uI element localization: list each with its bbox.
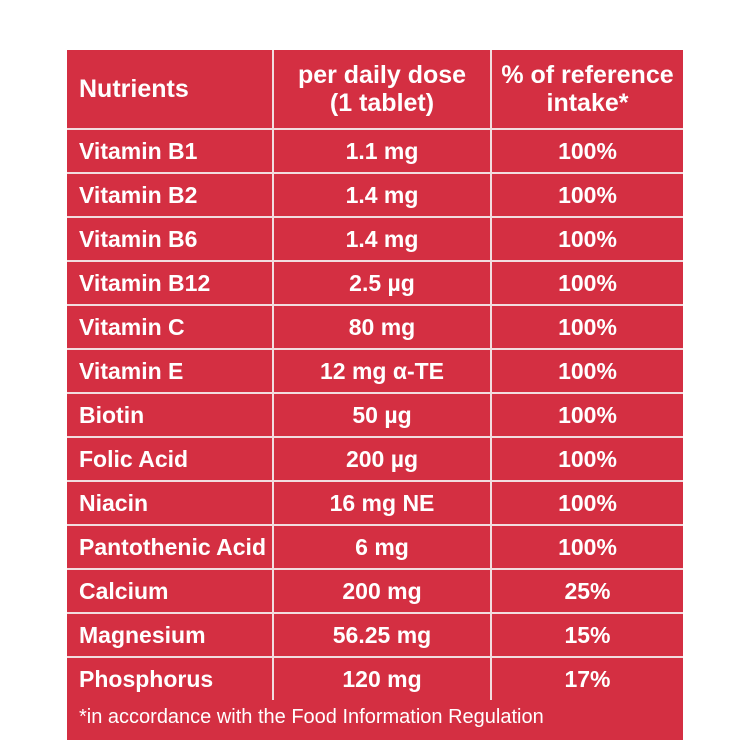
reference-intake-cell: 100%: [491, 129, 683, 174]
nutrient-cell: Phosphorus: [67, 657, 274, 700]
nutrient-cell: Vitamin C: [67, 305, 274, 350]
dose-cell: 56.25 mg: [273, 613, 492, 658]
dose-cell: 1.1 mg: [273, 129, 492, 174]
table-row: Vitamin B6 1.4 mg 100%: [67, 217, 683, 262]
nutrient-cell: Vitamin B2: [67, 173, 274, 218]
reference-intake-cell: 100%: [491, 173, 683, 218]
table-row: Pantothenic Acid 6 mg 100%: [67, 525, 683, 570]
header-daily-dose-line2: (1 tablet): [329, 89, 435, 117]
reference-intake-cell: 17%: [564, 666, 611, 692]
table-row: Vitamin E 12 mg α-TE 100%: [67, 349, 683, 394]
table-body: Vitamin B1 1.1 mg 100% Vitamin B2 1.4 mg 100%…: [67, 129, 683, 700]
reference-intake-cell: 25%: [491, 569, 683, 614]
header-daily-dose-line1: per daily dose: [297, 61, 467, 89]
dose-cell: 200 mg: [273, 569, 492, 614]
table-row: Niacin 16 mg NE 100%: [67, 481, 683, 526]
reference-intake-cell: 100%: [491, 481, 683, 526]
reference-intake-cell: 100%: [491, 261, 683, 306]
table-header: Nutrients per daily dose (1 tablet) % of…: [67, 50, 683, 130]
table-row: Vitamin B2 1.4 mg 100%: [67, 173, 683, 218]
reference-intake-cell: 100%: [491, 393, 683, 438]
header-nutrients: Nutrients: [67, 50, 274, 130]
dose-cell: 6 mg: [273, 525, 492, 570]
table-row: Vitamin C 80 mg 100%: [67, 305, 683, 350]
header-reference-intake-line1: % of reference: [501, 61, 674, 89]
table-row: Phosphorus 120 mg 17%: [67, 657, 683, 700]
reference-intake-cell: 100%: [491, 437, 683, 482]
header-nutrients-label: Nutrients: [79, 75, 189, 103]
dose-cell: 120 mg: [273, 657, 492, 700]
header-daily-dose: per daily dose (1 tablet): [273, 50, 492, 130]
header-row: Nutrients per daily dose (1 tablet) % of…: [67, 50, 683, 130]
nutrient-cell: Vitamin E: [67, 349, 274, 394]
dose-cell: 16 mg NE: [273, 481, 492, 526]
dose-cell: 2.5 µg: [273, 261, 492, 306]
table-row: Biotin 50 µg 100%: [67, 393, 683, 438]
nutrient-cell: Pantothenic Acid: [67, 525, 274, 570]
nutrient-cell: Vitamin B12: [67, 261, 274, 306]
nutrient-cell: Biotin: [67, 393, 274, 438]
table-row: Calcium 200 mg 25%: [67, 569, 683, 614]
dose-cell: 1.4 mg: [273, 217, 492, 262]
reference-intake-cell: 100%: [491, 217, 683, 262]
dose-cell: 50 µg: [273, 393, 492, 438]
nutrient-cell: Calcium: [67, 569, 274, 614]
nutrient-cell: Niacin: [67, 481, 274, 526]
header-reference-intake-line2: intake*: [546, 89, 629, 117]
footnote: *in accordance with the Food Information…: [79, 706, 544, 728]
reference-intake-cell: 100%: [491, 305, 683, 350]
table-row: Vitamin B1 1.1 mg 100%: [67, 129, 683, 174]
nutrient-cell: Vitamin B1: [67, 129, 274, 174]
dose-cell: 1.4 mg: [273, 173, 492, 218]
dose-cell: 80 mg: [273, 305, 492, 350]
nutrient-cell: Magnesium: [67, 613, 274, 658]
nutrient-cell: Folic Acid: [67, 437, 274, 482]
table-row: Folic Acid 200 µg 100%: [67, 437, 683, 482]
table-row: Magnesium 56.25 mg 15%: [67, 613, 683, 658]
dose-cell: 200 µg: [273, 437, 492, 482]
reference-intake-cell: 15%: [491, 613, 683, 658]
nutrition-table-panel: Nutrients per daily dose (1 tablet) % of…: [67, 50, 683, 740]
dose-cell: 12 mg α-TE: [273, 349, 492, 394]
table-row: Vitamin B12 2.5 µg 100%: [67, 261, 683, 306]
nutrition-table: Nutrients per daily dose (1 tablet) % of…: [67, 50, 683, 700]
reference-intake-cell: 100%: [491, 525, 683, 570]
nutrient-cell: Vitamin B6: [67, 217, 274, 262]
reference-intake-cell: 100%: [491, 349, 683, 394]
header-reference-intake: % of reference intake*: [491, 50, 683, 130]
